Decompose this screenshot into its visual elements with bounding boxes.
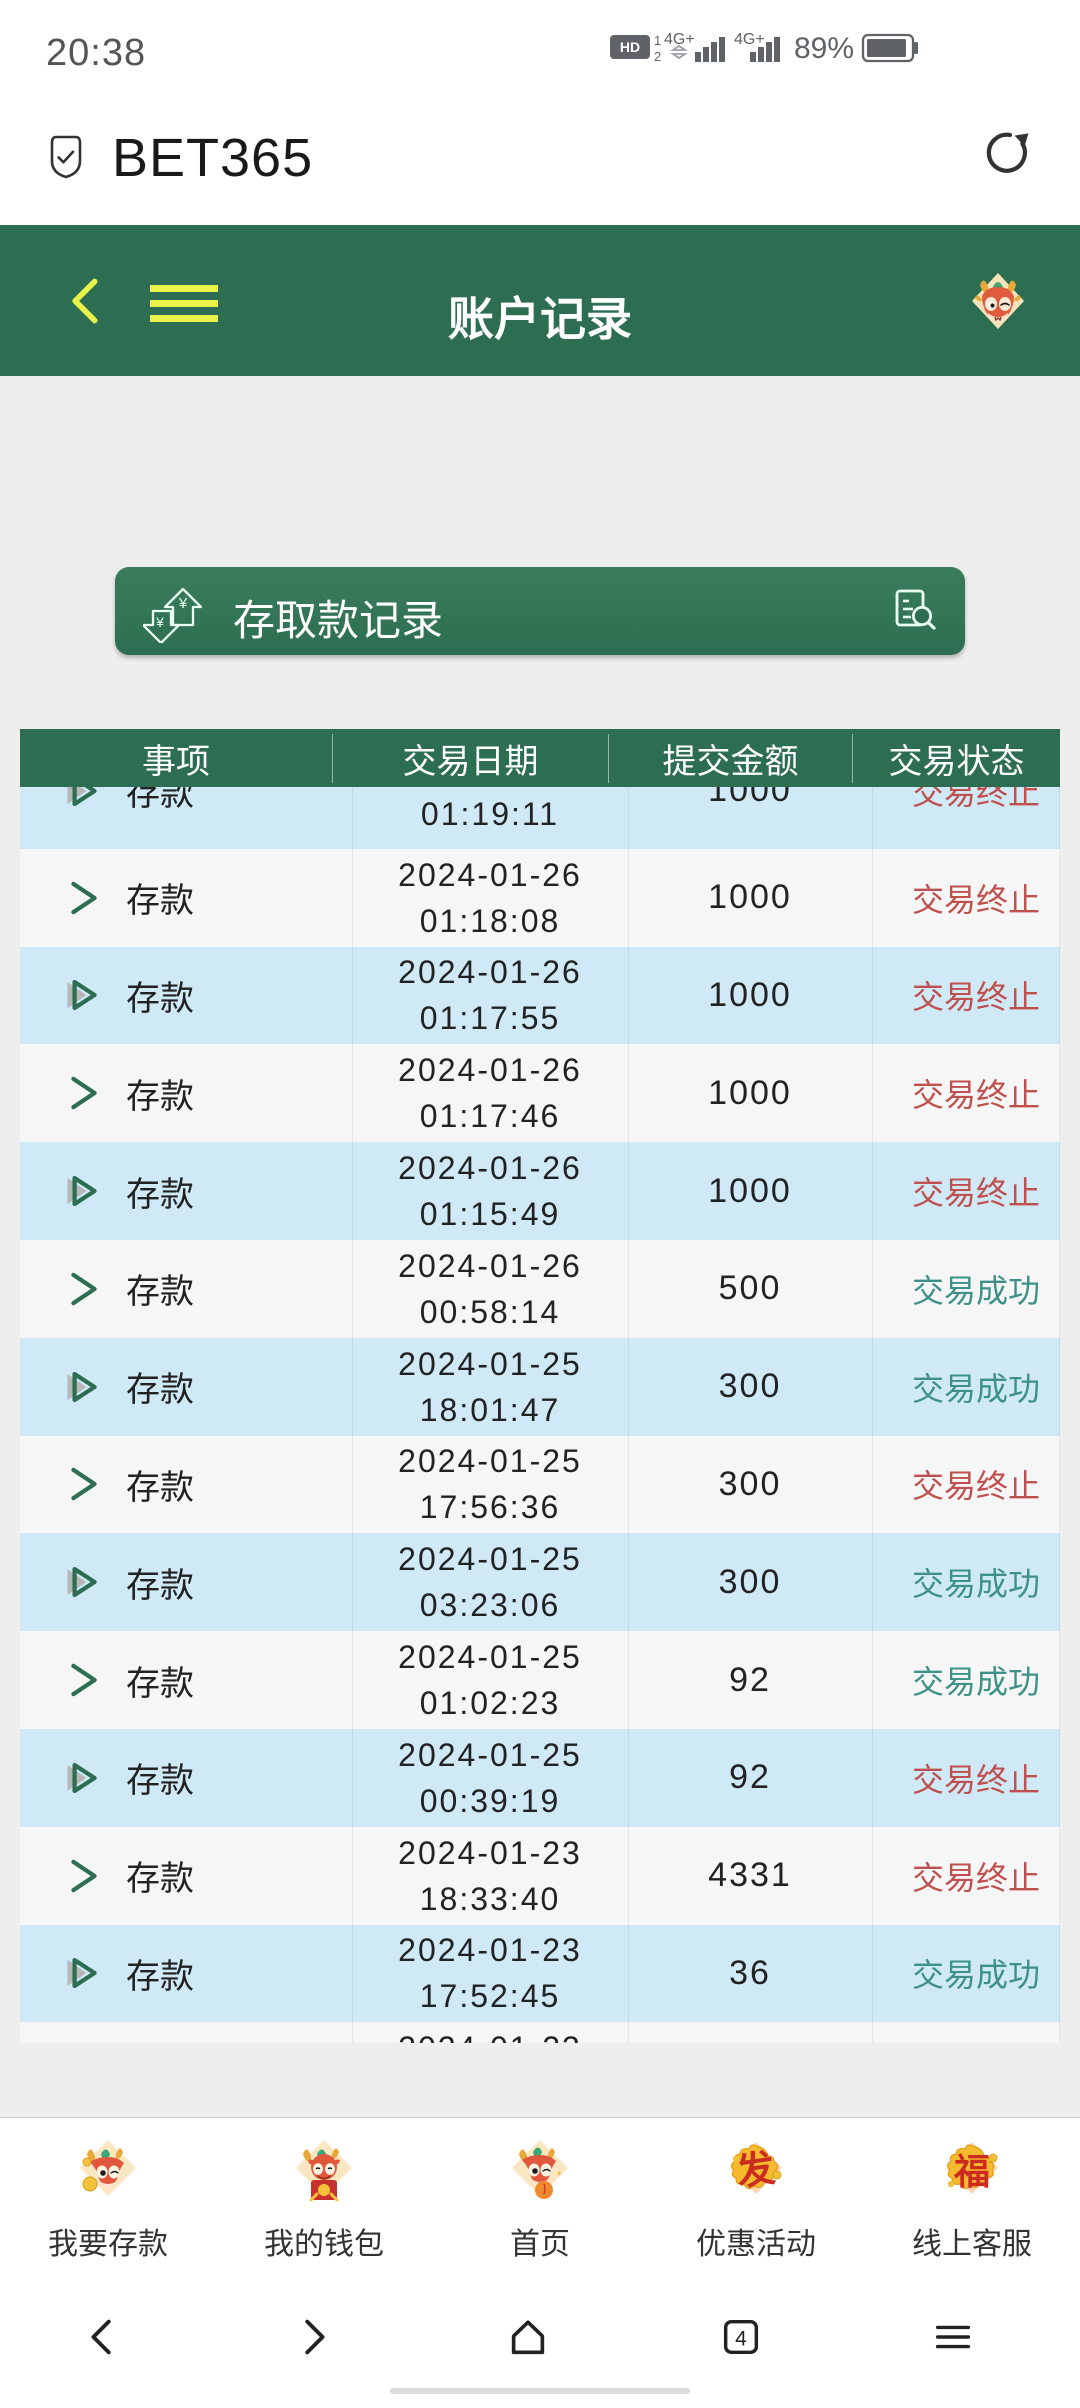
svg-text:4G+: 4G+ (734, 31, 765, 48)
svg-text:1: 1 (654, 33, 661, 48)
svg-text:¥: ¥ (155, 614, 164, 630)
svg-text:¥: ¥ (178, 595, 188, 612)
svg-text:4: 4 (735, 2328, 747, 2351)
svg-text:89%: 89% (794, 32, 854, 65)
svg-text:HD: HD (620, 39, 640, 55)
svg-text:发: 发 (734, 2148, 777, 2195)
svg-text:2: 2 (654, 49, 661, 64)
svg-text:福: 福 (953, 2151, 990, 2192)
